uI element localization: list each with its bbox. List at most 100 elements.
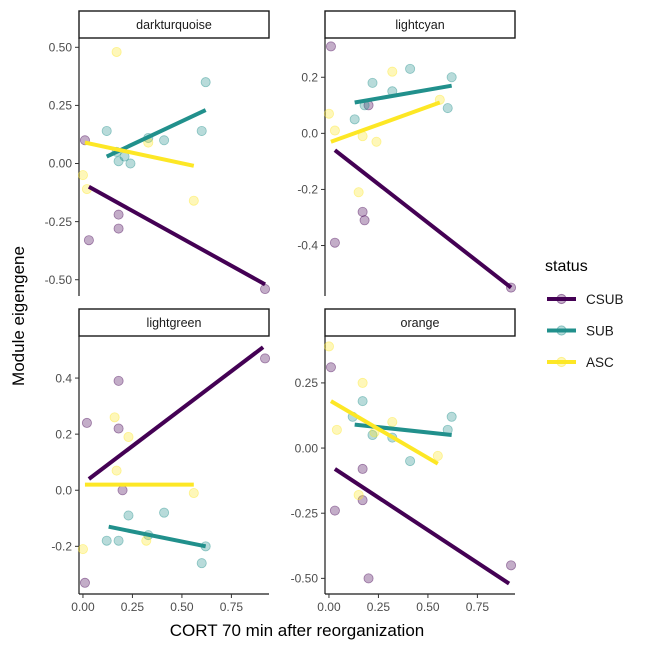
facet-strip <box>78 308 270 337</box>
data-point-sub <box>446 72 457 83</box>
facet-strip <box>324 308 516 337</box>
data-point-asc <box>77 170 88 181</box>
data-point-sub <box>101 535 112 546</box>
y-tick-label: -0.50 <box>291 572 319 586</box>
y-tick-label: -0.25 <box>291 506 319 520</box>
x-tick-label: 0.50 <box>416 600 440 614</box>
data-point-sub <box>196 558 207 569</box>
fit-line-asc <box>84 140 195 168</box>
facet-title: lightcyan <box>395 18 444 32</box>
y-tick-label: 0.4 <box>55 371 72 385</box>
data-point-csub <box>260 353 271 364</box>
data-point-csub <box>83 235 94 246</box>
legend-label: CSUB <box>586 292 624 307</box>
data-point-csub <box>260 284 271 295</box>
data-point-asc <box>77 544 88 555</box>
data-point-csub <box>113 223 124 234</box>
data-point-sub <box>357 396 368 407</box>
data-point-sub <box>405 63 416 74</box>
facet-strip <box>78 10 270 39</box>
data-point-sub <box>446 411 457 422</box>
y-tick-label: 0.25 <box>295 376 319 390</box>
y-tick-label: 0.00 <box>295 441 319 455</box>
data-point-csub <box>79 577 90 588</box>
data-point-sub <box>367 77 378 88</box>
fit-line-sub <box>354 83 453 105</box>
data-point-sub <box>159 507 170 518</box>
fit-line-csub <box>87 345 265 481</box>
x-tick-label: 0.00 <box>71 600 95 614</box>
y-tick-label: 0.0 <box>301 127 318 141</box>
data-point-csub <box>325 362 336 373</box>
data-point-asc <box>111 465 122 476</box>
fit-line-asc <box>330 100 441 144</box>
data-point-asc <box>141 535 152 546</box>
y-tick-label: 0.25 <box>49 99 73 113</box>
data-point-asc <box>353 489 364 500</box>
data-point-csub <box>329 237 340 248</box>
data-point-asc <box>323 341 334 352</box>
data-point-csub <box>117 485 128 496</box>
legend-key-point <box>556 325 567 336</box>
data-point-asc <box>387 66 398 77</box>
data-point-asc <box>331 424 342 435</box>
data-point-sub <box>196 125 207 136</box>
data-point-asc <box>432 450 443 461</box>
data-point-sub <box>123 510 134 521</box>
data-point-asc <box>387 416 398 427</box>
fit-line-csub <box>87 185 267 287</box>
data-point-csub <box>113 423 124 434</box>
data-point-csub <box>363 573 374 584</box>
data-point-asc <box>323 108 334 119</box>
legend-label: ASC <box>586 355 614 370</box>
data-point-csub <box>359 215 370 226</box>
x-tick-label: 0.00 <box>317 600 341 614</box>
legend-key-point <box>556 293 567 305</box>
data-point-sub <box>125 158 136 169</box>
data-point-sub <box>113 156 124 167</box>
fit-line-csub <box>333 467 511 586</box>
y-tick-label: -0.2 <box>297 183 318 197</box>
data-point-sub <box>442 103 453 114</box>
x-tick-label: 0.75 <box>466 600 490 614</box>
x-tick-label: 0.50 <box>170 600 194 614</box>
data-point-asc <box>109 412 120 423</box>
data-point-asc <box>353 187 364 198</box>
facet-strip <box>324 10 516 39</box>
data-point-csub <box>113 375 124 386</box>
y-tick-label: -0.50 <box>45 273 73 287</box>
data-point-csub <box>81 417 92 428</box>
data-point-sub <box>159 135 170 146</box>
fit-line-asc <box>329 399 439 466</box>
legend-title: status <box>545 258 588 275</box>
data-point-sub <box>113 535 124 546</box>
x-tick-label: 0.25 <box>121 600 145 614</box>
x-tick-label: 0.75 <box>220 600 244 614</box>
data-point-asc <box>123 431 134 442</box>
data-point-sub <box>200 77 211 88</box>
legend-key-point <box>556 356 567 368</box>
data-point-asc <box>188 195 199 206</box>
y-tick-label: 0.00 <box>49 157 73 171</box>
data-point-csub <box>357 206 368 217</box>
data-point-sub <box>349 114 360 125</box>
y-tick-label: 0.0 <box>55 483 72 497</box>
y-tick-label: -0.2 <box>51 540 72 554</box>
y-axis-title: Module eigengene <box>9 246 28 386</box>
y-tick-label: -0.4 <box>297 239 318 253</box>
y-tick-label: -0.25 <box>45 215 73 229</box>
data-point-sub <box>405 456 416 467</box>
data-point-asc <box>111 46 122 57</box>
data-point-csub <box>325 41 336 52</box>
data-point-sub <box>101 125 112 136</box>
data-point-asc <box>329 125 340 136</box>
x-axis-title: CORT 70 min after reorganization <box>170 621 425 640</box>
data-point-csub <box>113 209 124 220</box>
facet-title: darkturquoise <box>136 18 212 32</box>
facet-title: lightgreen <box>147 316 202 330</box>
data-point-asc <box>188 488 199 499</box>
y-tick-label: 0.2 <box>301 70 318 84</box>
data-point-csub <box>357 463 368 474</box>
